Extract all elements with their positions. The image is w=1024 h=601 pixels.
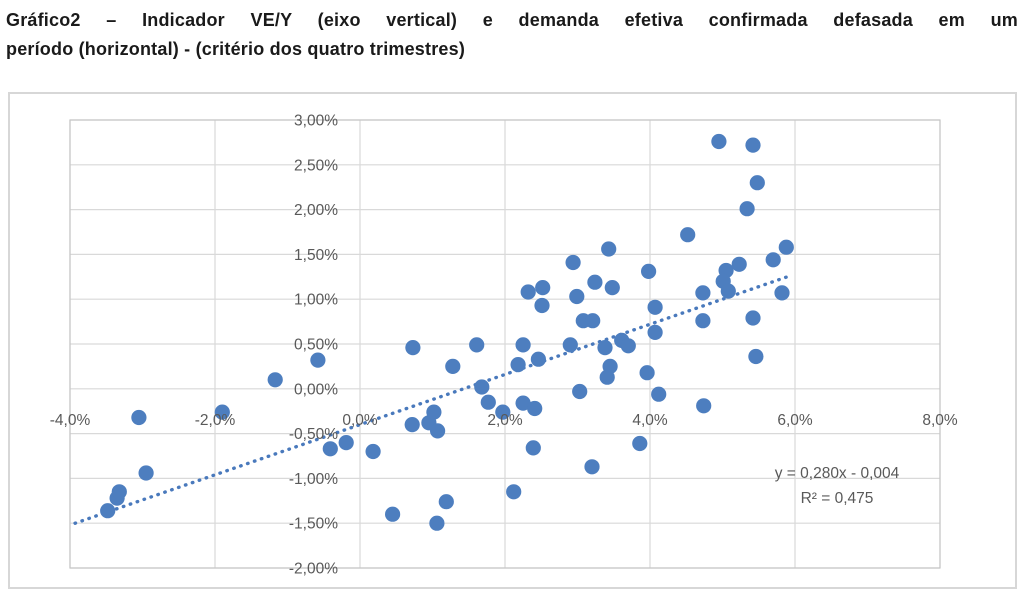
data-point: [534, 297, 550, 314]
data-point: [599, 369, 615, 385]
scatter-points: [100, 133, 794, 531]
data-point: [138, 465, 154, 481]
data-point: [774, 285, 790, 301]
chart-caption-line2: período (horizontal) - (critério dos qua…: [6, 39, 466, 59]
data-point: [430, 423, 446, 439]
data-point: [267, 372, 283, 388]
data-point: [510, 357, 526, 373]
data-point: [131, 409, 147, 426]
data-point: [745, 310, 761, 326]
data-point: [562, 337, 578, 353]
data-point: [100, 503, 116, 519]
data-point: [695, 313, 711, 329]
data-point: [527, 400, 543, 417]
x-tick-label: 6,0%: [777, 412, 813, 429]
data-point: [111, 484, 127, 500]
axis-labels: -4,0% -2,0% 0,0% 2,0% 4,0% 6,0% 8,0% 3,00% 2,50%…: [50, 113, 958, 578]
x-tick-label: -4,0%: [50, 412, 91, 429]
trendline-annotation: y = 0,280x - 0,004 R² = 0,475: [775, 465, 900, 507]
data-point: [647, 299, 663, 315]
scatter-chart: -4,0% -2,0% 0,0% 2,0% 4,0% 6,0% 8,0% 3,00% 2,50%…: [8, 92, 1017, 589]
data-point: [474, 379, 490, 395]
data-point: [720, 283, 736, 299]
x-tick-label: -2,0%: [195, 412, 236, 429]
data-point: [639, 365, 655, 381]
data-point: [310, 352, 326, 368]
data-point: [535, 280, 551, 296]
y-tick-label: -0,50%: [289, 426, 338, 443]
data-point: [565, 254, 581, 271]
y-tick-label: 1,50%: [294, 247, 338, 264]
data-point: [385, 506, 401, 522]
data-point: [778, 239, 794, 255]
data-point: [520, 284, 536, 300]
x-tick-label: 2,0%: [487, 412, 523, 429]
x-tick-label: 0,0%: [342, 412, 378, 429]
data-point: [572, 383, 588, 400]
trendline-equation: y = 0,280x - 0,004: [775, 465, 900, 482]
data-point: [515, 337, 531, 353]
data-point: [748, 348, 764, 365]
scatter-chart-svg: -4,0% -2,0% 0,0% 2,0% 4,0% 6,0% 8,0% 3,00% 2,50%…: [8, 92, 1017, 589]
data-point: [506, 484, 522, 500]
y-tick-label: 2,50%: [294, 157, 338, 174]
chart-caption-line1: Gráfico2 – Indicador VE/Y (eixo vertical…: [6, 10, 1018, 30]
data-point: [651, 386, 667, 402]
data-point: [525, 440, 541, 456]
data-point: [530, 351, 547, 367]
data-point: [445, 358, 461, 374]
data-point: [695, 285, 711, 301]
data-point: [365, 443, 381, 460]
data-point: [587, 274, 603, 290]
y-tick-label: 2,00%: [294, 202, 338, 219]
data-point: [584, 459, 600, 475]
y-tick-label: 3,00%: [294, 113, 338, 130]
y-tick-label: 1,00%: [294, 292, 338, 309]
y-tick-label: -1,00%: [289, 471, 338, 488]
x-tick-label: 4,0%: [632, 412, 668, 429]
data-point: [647, 324, 663, 340]
data-point: [322, 441, 338, 457]
chart-border: [8, 92, 1017, 589]
data-point: [749, 175, 765, 191]
x-tick-label: 8,0%: [922, 412, 958, 429]
data-point: [469, 337, 485, 353]
data-point: [569, 288, 585, 305]
y-tick-label: 0,50%: [294, 337, 338, 354]
data-point: [438, 494, 454, 510]
plot-area-border: [69, 119, 941, 569]
data-point: [338, 435, 354, 451]
data-point: [765, 252, 781, 268]
data-point: [404, 417, 420, 433]
data-point: [632, 435, 648, 452]
data-point: [604, 280, 620, 296]
data-point: [515, 395, 531, 411]
data-point: [739, 201, 755, 217]
r-squared-label: R² = 0,475: [801, 490, 874, 507]
data-point: [585, 313, 601, 329]
data-point: [429, 515, 445, 531]
y-tick-label: -1,50%: [289, 516, 338, 533]
data-point: [731, 256, 747, 272]
data-point: [641, 263, 657, 279]
data-point: [620, 338, 636, 354]
data-point: [214, 404, 230, 420]
data-point: [597, 340, 613, 356]
data-point: [680, 227, 696, 243]
chart-caption: Gráfico2 – Indicador VE/Y (eixo vertical…: [6, 6, 1018, 64]
trendline: [73, 274, 792, 525]
data-point: [480, 394, 496, 410]
y-tick-label: -2,00%: [289, 561, 338, 578]
data-point: [696, 398, 712, 414]
data-point: [405, 340, 421, 356]
data-point: [745, 137, 761, 153]
data-point: [426, 404, 442, 420]
data-point: [711, 133, 727, 150]
data-point: [495, 404, 511, 420]
data-point: [601, 241, 617, 257]
y-tick-label: 0,00%: [294, 381, 338, 398]
